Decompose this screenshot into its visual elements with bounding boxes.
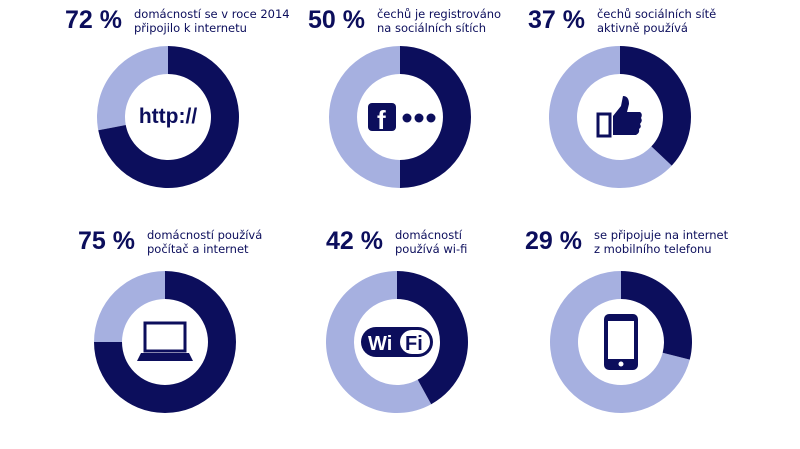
icon-container [580,77,660,157]
stat-caption: 42 % domácností používá wi-fi [326,227,467,256]
description-text: domácností používá wi-fi [394,227,468,256]
percentage-label: 72 % [65,6,122,34]
smartphone-icon [604,314,638,370]
donut-remainder-segment [93,271,165,342]
percentage-label: 37 % [528,6,585,34]
donut-value-segment [94,271,236,413]
description-text: čechů je registrováno na sociálních sítí… [376,6,502,35]
donut-value-segment [620,46,691,166]
donut-value-segment [621,271,692,360]
svg-text:f: f [377,105,386,135]
icon-container [581,302,661,382]
description-text: se připojuje na internet z mobilního tel… [593,227,729,256]
wifi-icon: Wi Fi [361,327,433,357]
stat-caption: 75 % domácností používá počítač a interne… [78,227,262,256]
description-text: domácností používá počítač a internet [146,227,263,256]
icon-container: http:// [128,77,208,157]
icon-container [125,302,205,382]
donut-value-segment [397,271,468,405]
icon-container: f [360,77,440,157]
donut-remainder-segment [325,271,432,413]
description-text: domácností se v roce 2014 připojilo k in… [133,6,290,35]
donut-remainder-segment [549,271,690,413]
percentage-label: 50 % [308,6,365,34]
donut-remainder-segment [549,46,672,188]
donut-value-segment [400,46,471,188]
donut-value-segment [98,46,240,188]
donut-remainder-segment [97,46,168,131]
description-text: čechů sociálních sítě aktivně používá [596,6,717,35]
laptop-icon [137,321,193,361]
svg-text:Fi: Fi [405,333,423,355]
stat-caption: 37 % čechů sociálních sítě aktivně použív… [528,6,716,35]
stat-caption: 29 % se připojuje na internet z mobilního… [525,227,728,256]
stat-caption: 72 % domácností se v roce 2014 připojilo … [65,6,290,35]
percentage-label: 29 % [525,227,582,255]
thumbs-up-icon [596,96,642,138]
donut-remainder-segment [328,46,400,188]
svg-text:Wi: Wi [368,333,392,355]
facebook-icon: f [368,103,436,135]
percentage-label: 42 % [326,227,383,255]
http-icon: http:// [138,105,198,128]
stat-caption: 50 % čechů je registrováno na sociálních … [308,6,501,35]
icon-container: Wi Fi [357,302,437,382]
percentage-label: 75 % [78,227,135,255]
